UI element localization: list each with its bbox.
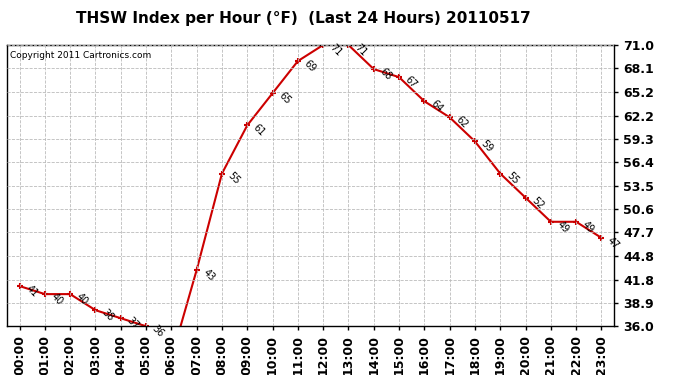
Text: 55: 55 — [226, 171, 242, 187]
Text: THSW Index per Hour (°F)  (Last 24 Hours) 20110517: THSW Index per Hour (°F) (Last 24 Hours)… — [76, 11, 531, 26]
Text: 36: 36 — [150, 324, 166, 339]
Text: 69: 69 — [302, 58, 318, 74]
Text: 64: 64 — [428, 99, 444, 114]
Text: 68: 68 — [378, 66, 394, 82]
Text: 40: 40 — [49, 291, 65, 307]
Text: 52: 52 — [530, 195, 546, 211]
Text: 62: 62 — [454, 114, 470, 130]
Text: Copyright 2011 Cartronics.com: Copyright 2011 Cartronics.com — [10, 51, 151, 60]
Text: 41: 41 — [23, 283, 39, 299]
Text: 37: 37 — [125, 315, 141, 331]
Text: 38: 38 — [99, 308, 115, 323]
Text: 49: 49 — [555, 219, 571, 235]
Text: 32: 32 — [0, 374, 1, 375]
Text: 65: 65 — [277, 90, 293, 106]
Text: 47: 47 — [606, 235, 622, 251]
Text: 43: 43 — [201, 267, 217, 283]
Text: 71: 71 — [353, 42, 368, 58]
Text: 55: 55 — [504, 171, 520, 187]
Text: 71: 71 — [327, 42, 343, 58]
Text: 67: 67 — [403, 74, 419, 90]
Text: 49: 49 — [580, 219, 596, 235]
Text: 40: 40 — [75, 291, 90, 307]
Text: 59: 59 — [479, 139, 495, 154]
Text: 61: 61 — [251, 123, 267, 138]
